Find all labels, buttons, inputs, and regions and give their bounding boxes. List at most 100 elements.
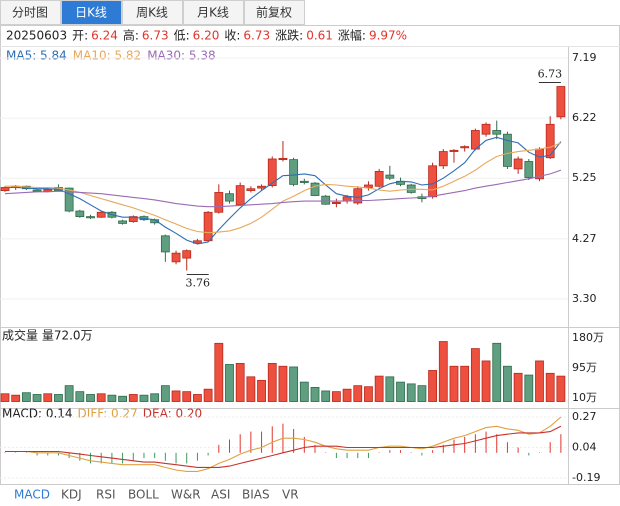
tab-label[interactable]: 分时图 [12,6,48,20]
tab[interactable] [0,0,61,25]
y-tick-label: 7.19 [572,51,597,64]
volume-bar [0,393,10,402]
volume-bar [364,386,373,402]
indicator-tab[interactable]: VR [282,488,299,502]
tab[interactable] [244,0,305,25]
volume-bar [396,381,405,402]
candle-body [118,220,127,224]
volume-bar [11,394,21,402]
candle-body [374,170,384,187]
volume-bar [32,394,42,402]
tab-label[interactable]: 月K线 [197,6,229,20]
volume-bar [96,393,106,402]
volume-bar [54,394,63,402]
volume-bar [342,388,352,402]
indicator-tab[interactable]: RSI [96,488,116,502]
volume-bar [438,341,448,402]
volume-bar [374,375,384,402]
candle-body [310,182,320,196]
line-series [5,425,562,468]
candle-body [385,174,395,179]
legend-text: DEA: 0.20 [143,407,202,421]
volume-bar [171,390,181,402]
volume-bar [139,394,149,402]
candle-body [353,188,363,204]
candle-body [524,161,534,178]
candle-body [364,184,373,188]
volume-bar [64,385,74,402]
volume-bar [449,365,459,402]
candle-body [203,211,213,242]
volume-bar [289,366,299,402]
volume-bar [385,376,395,402]
volume-bar [86,394,95,402]
y-tick-label: 3.30 [572,292,597,305]
candle-body [289,159,299,185]
tab-label[interactable]: 日K线 [75,6,107,20]
volume-bar [321,390,331,402]
candle-body [32,189,42,192]
indicator-tab[interactable]: W&R [171,488,201,502]
y-tick-label: 95万 [572,361,597,374]
volume-bar [225,364,234,402]
candle-body [171,252,181,263]
candle-body [492,130,502,135]
legend-text: 涨幅: [338,28,366,43]
y-tick-label: -0.19 [572,471,600,484]
indicator-tab[interactable]: ASI [211,488,230,502]
legend-text: 6.24 [91,29,118,43]
low-label: 3.76 [185,277,210,290]
y-tick-label: 180万 [572,331,604,344]
volume-bar [299,381,309,402]
candle-body [43,188,53,192]
candle-body [160,235,170,253]
tab[interactable] [122,0,183,25]
indicator-tab[interactable]: BOLL [128,488,159,502]
legend-text: 20250603 [6,29,67,43]
panel-title: 成交量 量72.0万 [2,328,93,343]
tab[interactable] [183,0,244,25]
y-tick-label: 4.27 [572,232,597,245]
y-tick-label: 0.27 [572,410,597,423]
volume-bar [556,375,566,402]
volume-bar [406,383,416,402]
volume-bar [481,360,491,402]
candle-body [267,158,277,187]
volume-bar [492,342,502,402]
candle-body [545,123,555,159]
indicator-tab[interactable]: MACD [14,488,50,502]
legend-text: 开: [72,29,88,43]
legend-text: MA10: 5.82 [73,49,141,63]
legend-text: 9.97% [369,29,407,43]
legend-text: MA30: 5.38 [147,49,215,63]
volume-bar [278,365,288,402]
volume-bar [310,387,320,402]
tab-label[interactable]: 前复权 [256,5,292,20]
candle-body [75,210,85,218]
candle-body [257,185,266,189]
volume-bar [428,370,438,402]
tab-label[interactable]: 周K线 [136,6,168,20]
indicator-tab[interactable]: KDJ [61,488,82,502]
legend-text: 高: [123,28,139,43]
volume-bar [331,391,341,402]
legend-text: 收: [224,29,240,43]
legend-text: 涨跌: [275,28,303,43]
line-series [5,136,562,245]
volume-bar [246,376,256,402]
indicator-tab[interactable]: BIAS [242,488,270,502]
candle-body [64,187,74,212]
volume-bar [353,385,363,402]
candle-body [278,157,288,161]
legend-text: MA5: 5.84 [6,49,67,63]
legend-text: DIFF: 0.27 [78,407,138,421]
volume-bar [160,385,170,402]
volume-bar [470,348,480,402]
y-tick-label: 6.22 [572,111,597,124]
line-series [4,169,562,208]
tab[interactable] [61,0,122,25]
volume-bar [203,388,213,402]
candle-body [96,211,106,218]
